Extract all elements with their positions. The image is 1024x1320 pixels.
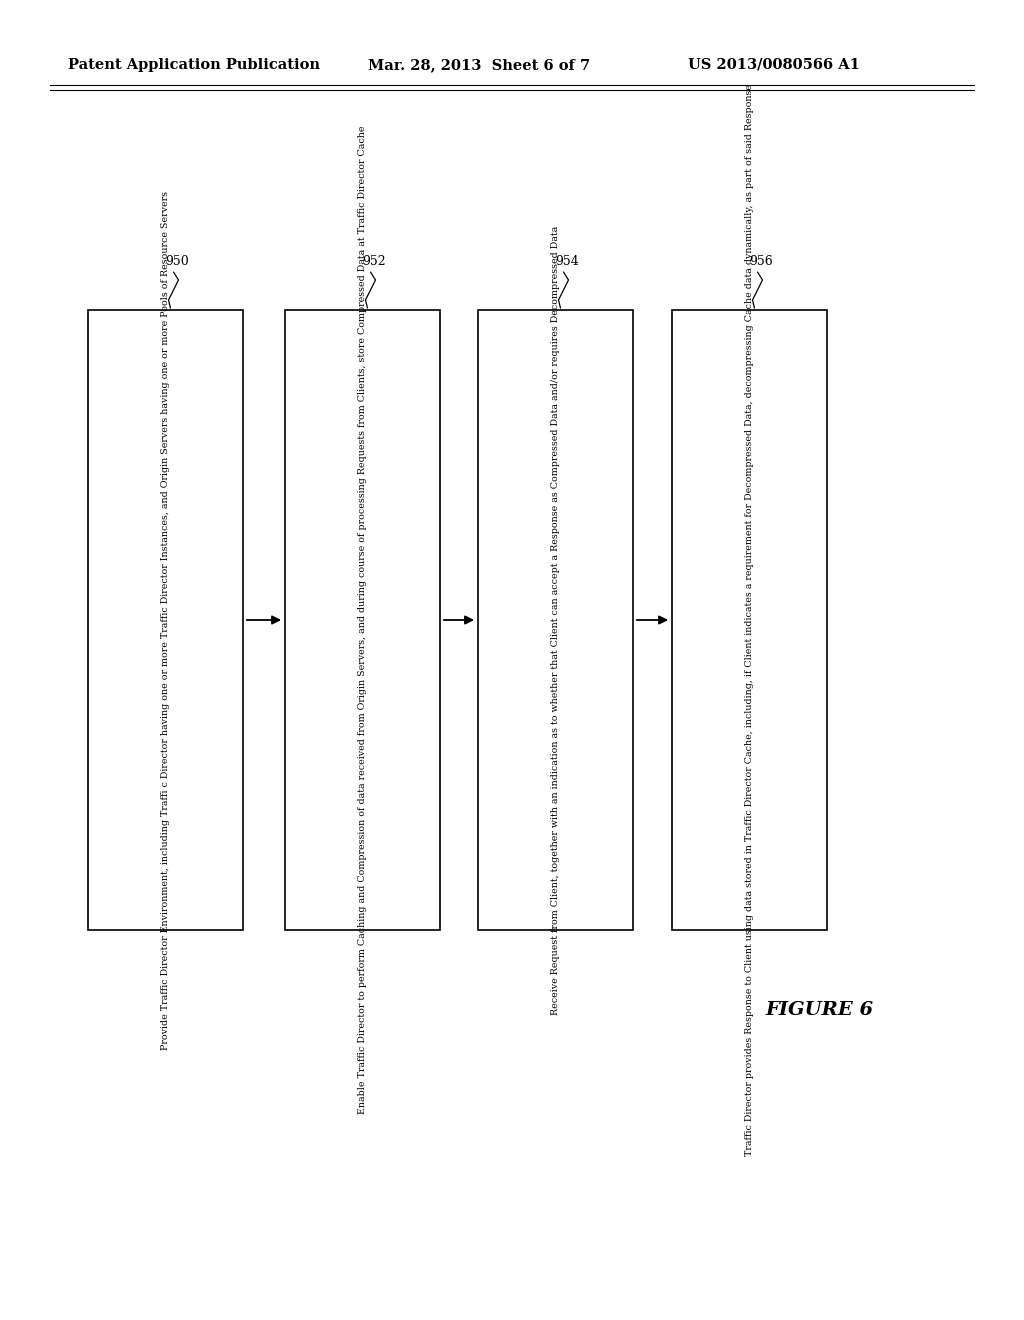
Bar	[88, 310, 243, 931]
Text: Provide Traffic Director Environment, including Traffi c Director having one or : Provide Traffic Director Environment, in…	[161, 190, 170, 1049]
Text: Receive Request from Client, together with an indication as to whether that Clie: Receive Request from Client, together wi…	[551, 226, 560, 1015]
Bar	[672, 310, 827, 931]
Text: 950: 950	[166, 255, 189, 268]
Text: Mar. 28, 2013  Sheet 6 of 7: Mar. 28, 2013 Sheet 6 of 7	[368, 58, 590, 73]
Text: FIGURE 6: FIGURE 6	[766, 1001, 874, 1019]
Text: Patent Application Publication: Patent Application Publication	[68, 58, 319, 73]
Text: Traffic Director provides Response to Client using data stored in Traffic Direct: Traffic Director provides Response to Cl…	[745, 84, 754, 1156]
Text: Enable Traffic Director to perform Caching and Compression of data received from: Enable Traffic Director to perform Cachi…	[358, 125, 367, 1114]
Text: US 2013/0080566 A1: US 2013/0080566 A1	[688, 58, 860, 73]
Bar	[478, 310, 633, 931]
Text: 954: 954	[556, 255, 580, 268]
Text: 956: 956	[750, 255, 773, 268]
Bar	[285, 310, 440, 931]
Text: 952: 952	[362, 255, 386, 268]
